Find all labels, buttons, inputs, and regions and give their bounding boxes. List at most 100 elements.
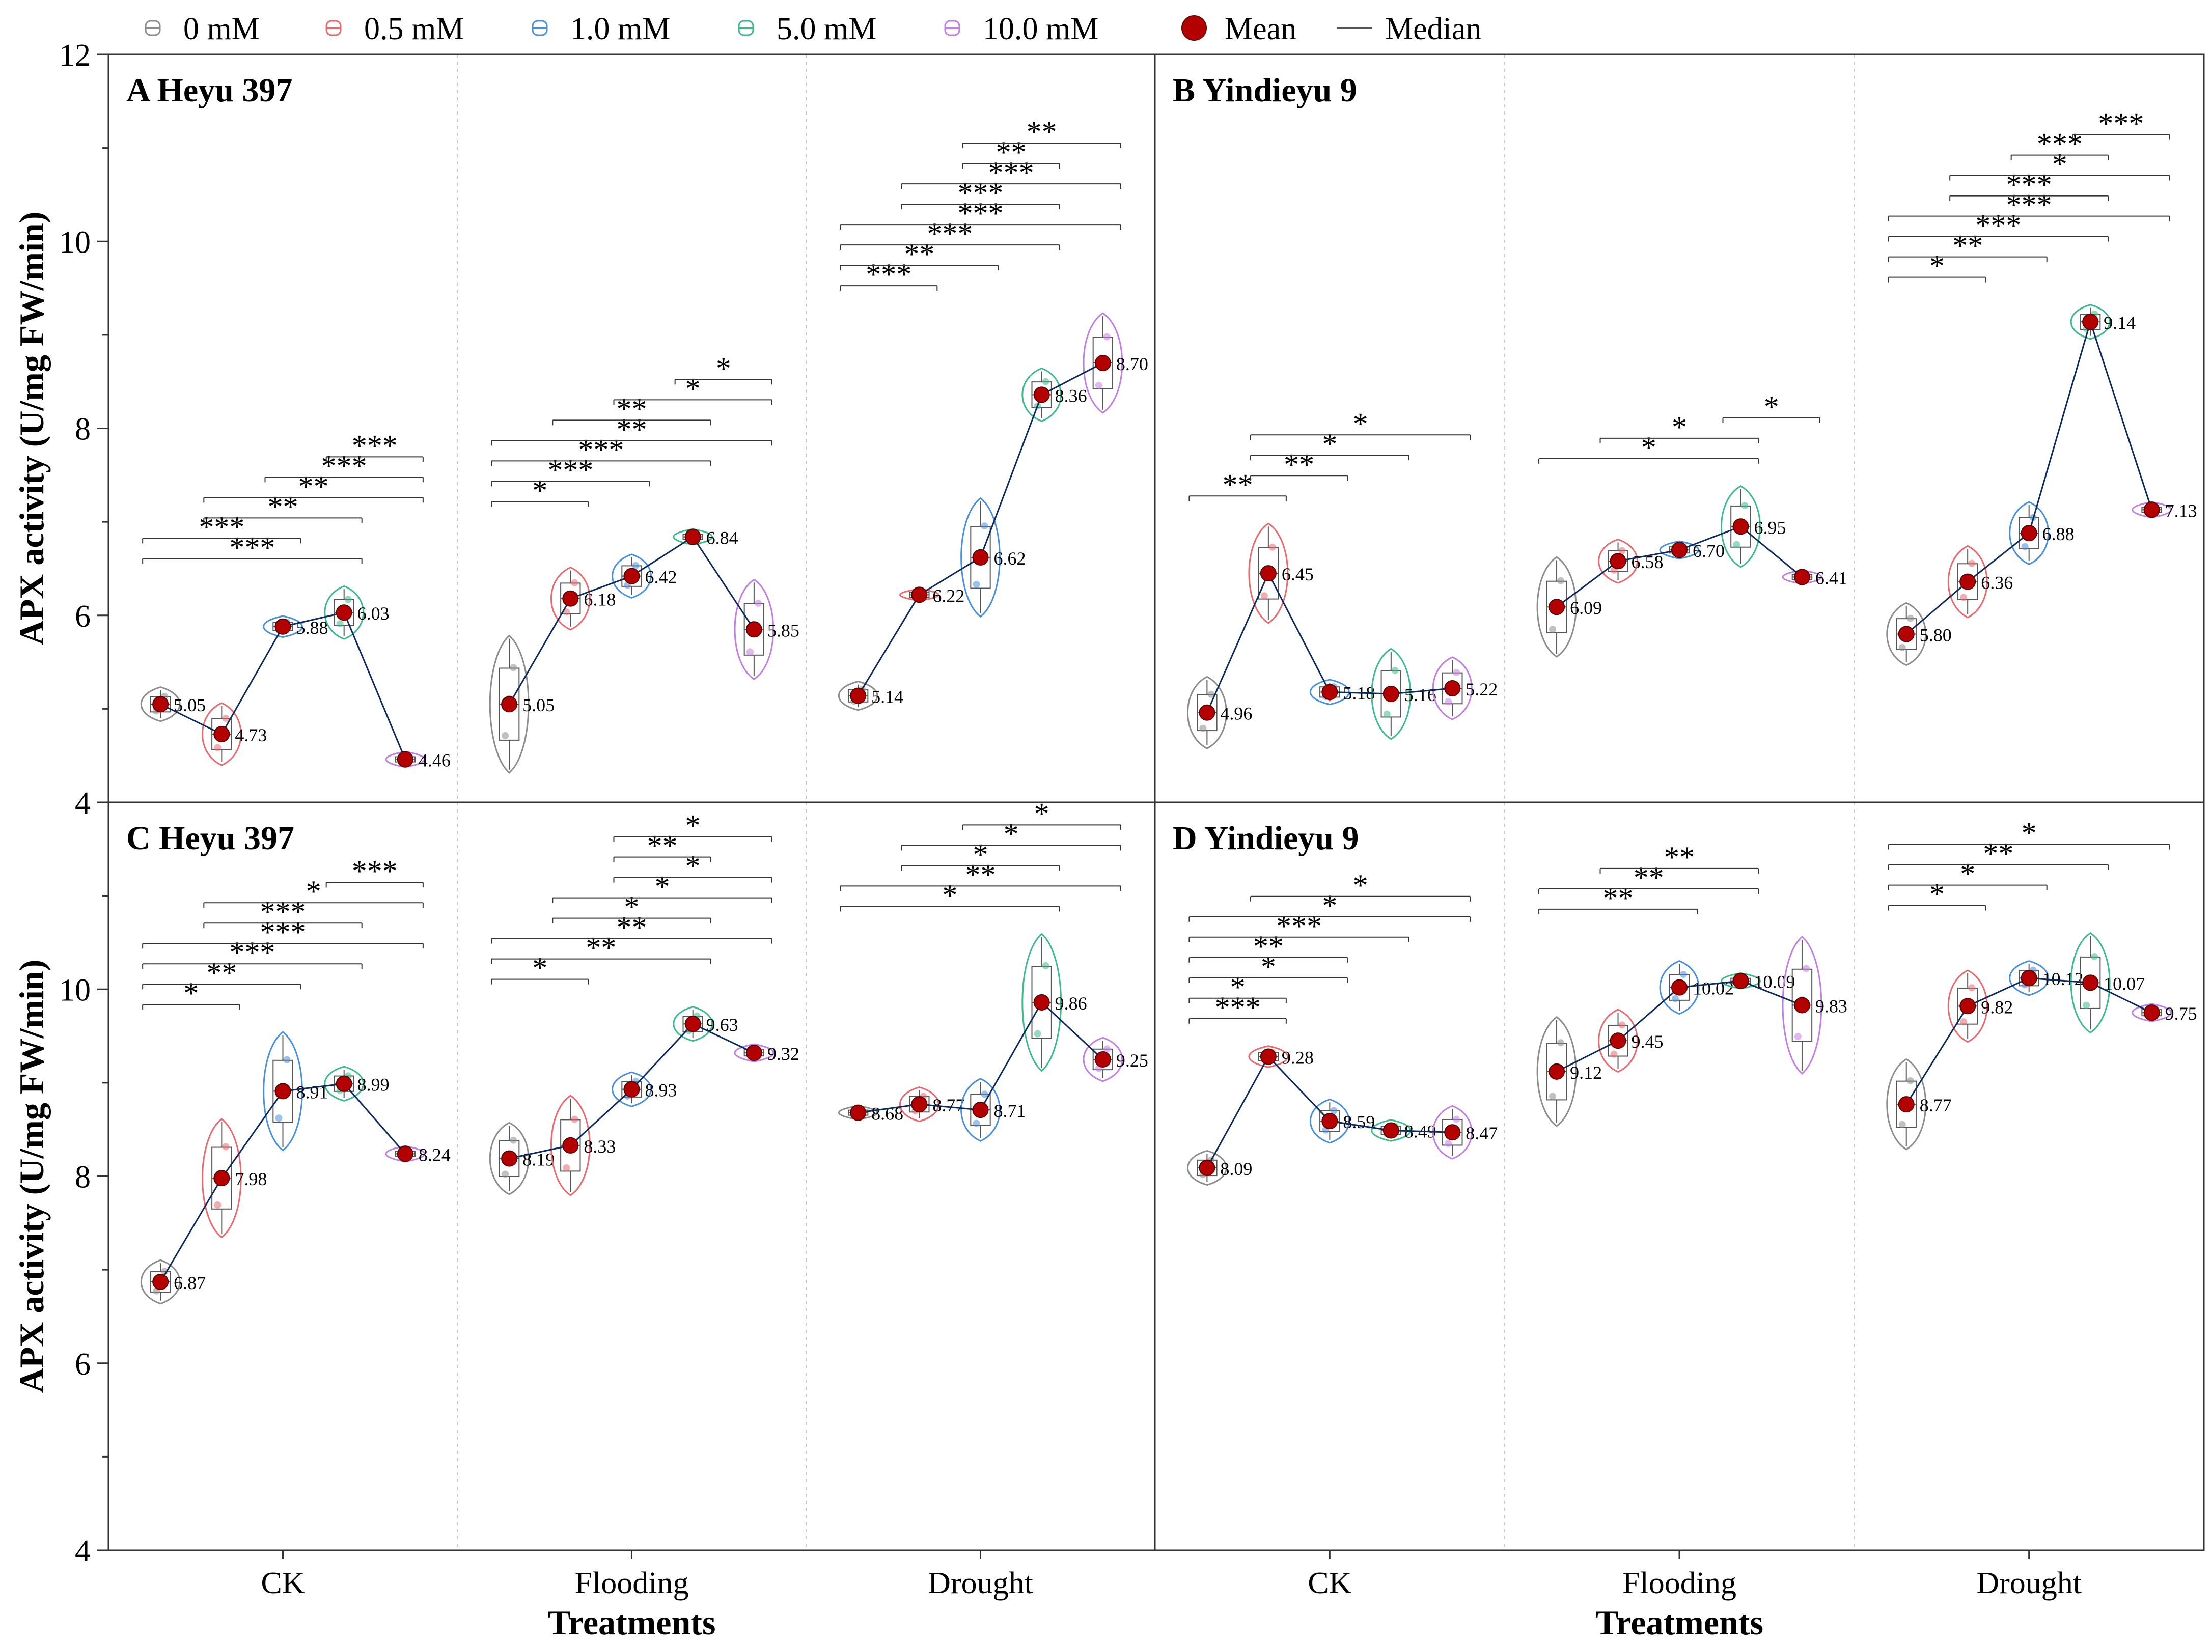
mean-marker [2143,1004,2160,1021]
significance-label: * [942,878,957,912]
value-label: 5.22 [1466,679,1498,699]
violin-shape [2070,304,2111,340]
significance-label: *** [2037,127,2083,161]
value-label: 9.25 [1116,1050,1148,1071]
mean-marker [684,528,701,545]
significance-label: *** [260,915,306,949]
significance-label: *** [260,895,306,929]
significance-label: * [685,809,701,843]
y-axis-label: APX activity (U/mg FW/min) [12,212,51,646]
violin-shape [1186,1150,1227,1186]
mean-marker [1260,1048,1277,1065]
mean-marker [972,1102,989,1118]
data-point [1391,666,1399,674]
data-point [1034,1030,1041,1038]
data-point [1549,1093,1557,1100]
data-point [563,1164,570,1171]
data-point [1445,698,1452,706]
significance-label: *** [2006,188,2052,222]
mean-marker [1898,1096,1915,1113]
data-point [1260,592,1268,600]
value-label: 9.86 [1055,993,1087,1014]
data-point [1268,543,1276,551]
violin-shape [550,1095,591,1196]
significance-label: * [624,890,640,924]
data-point [754,599,762,607]
significance-label: * [306,875,321,908]
significance-label: ** [206,956,237,990]
mean-connector-line [857,362,1103,696]
data-point [1802,965,1810,972]
significance-label: *** [988,156,1034,189]
violin-shape [2132,1003,2172,1022]
x-tick-label: CK [1308,1566,1351,1601]
mean-marker [1549,599,1565,615]
mean-marker [397,751,413,768]
mean-connector-line [159,1083,406,1282]
violin-shape [2070,932,2111,1034]
mean-marker [745,1045,762,1061]
violin-shape [1598,538,1638,584]
significance-label: * [973,837,988,871]
significance-label: ** [1603,881,1634,915]
significance-label: * [655,870,670,904]
significance-label: ** [268,490,298,523]
data-point [1898,643,1906,651]
mean-marker [972,549,989,566]
violin-shape [673,1006,713,1042]
data-point [2083,1001,2090,1009]
legend-label: 10.0 mM [983,12,1098,46]
mean-marker [1382,685,1399,702]
mean-marker [1610,553,1626,570]
data-point [1207,690,1215,698]
mean-marker [1033,386,1050,403]
significance-label: *** [199,510,244,544]
violin-shape [734,1043,774,1062]
mean-marker [2021,970,2037,987]
violin-shape [1248,1045,1289,1068]
panel-title: B Yindieyu 9 [1173,72,1357,109]
data-point [1095,382,1102,389]
chart-panel: B Yindieyu 94.966.455.18 5.16 5.22******6.… [1173,54,2197,802]
significance-label: ** [617,911,647,944]
mean-marker [1444,1124,1461,1141]
x-tick-label: Drought [1976,1566,2082,1601]
value-label: 9.32 [767,1044,799,1064]
mean-marker [1793,997,1810,1014]
data-point [571,1115,578,1123]
data-point [1199,724,1207,732]
significance-label: * [2022,817,2037,850]
value-label: 8.91 [296,1082,328,1102]
mean-marker [1033,994,1050,1011]
significance-label: ** [298,469,329,503]
data-point [563,608,570,616]
value-label: 9.12 [1570,1062,1602,1083]
value-label: 9.75 [2165,1003,2197,1024]
mean-marker [213,1170,230,1187]
value-label: 6.36 [1981,573,2013,593]
legend-item: 5.0 mM [738,12,876,46]
violin-shape [140,686,181,722]
value-label: 7.98 [235,1169,267,1189]
data-point [1672,995,1679,1002]
mean-marker [1732,972,1749,989]
significance-label: *** [1215,991,1261,1024]
data-point [1445,1140,1452,1147]
value-label: 6.95 [1754,517,1786,538]
x-axis-label: Treatments [548,1603,716,1642]
data-point [1906,614,1914,622]
data-point [1610,1050,1618,1058]
significance-label: ** [904,237,934,271]
x-tick-label: CK [261,1566,305,1601]
violin-shape [1021,367,1062,422]
violin-shape [263,1031,303,1152]
y-tick-label: 10 [59,225,91,260]
mean-marker [1793,569,1810,585]
violin-shape [1248,522,1289,624]
mean-marker [1444,680,1461,696]
value-label: 8.70 [1116,354,1148,374]
legend-label: Median [1385,12,1481,46]
value-label: 4.96 [1220,704,1252,724]
mean-marker [2143,501,2160,518]
mean-marker [684,1016,701,1032]
